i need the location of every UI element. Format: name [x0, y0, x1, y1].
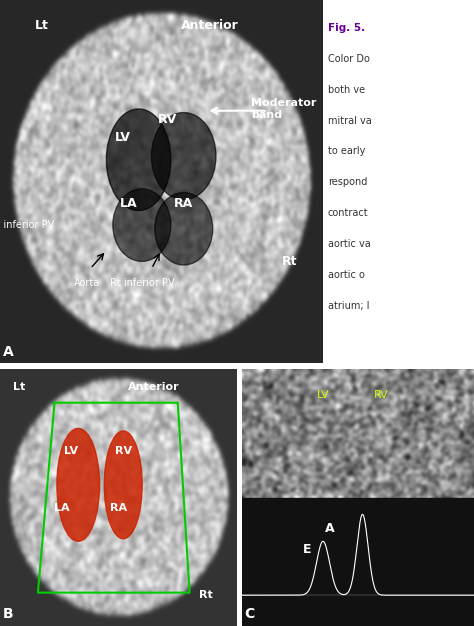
Text: RA: RA	[110, 503, 127, 513]
Ellipse shape	[113, 189, 171, 262]
Text: both ve: both ve	[328, 85, 365, 95]
Text: RV: RV	[374, 390, 389, 400]
Text: Fig. 5.: Fig. 5.	[328, 23, 365, 33]
Ellipse shape	[106, 109, 171, 210]
Text: LA: LA	[54, 503, 69, 513]
Text: B: B	[2, 607, 13, 621]
Text: Rt inferior PV: Rt inferior PV	[109, 278, 174, 288]
Text: Color Do: Color Do	[328, 54, 370, 64]
Ellipse shape	[155, 192, 213, 265]
Text: RA: RA	[174, 197, 193, 210]
Ellipse shape	[57, 428, 100, 541]
Text: LV: LV	[317, 390, 329, 400]
Text: Moderator
band: Moderator band	[251, 98, 316, 120]
Text: Lt: Lt	[35, 19, 49, 32]
Text: A: A	[325, 522, 335, 535]
Text: A: A	[3, 346, 14, 359]
Text: aortic o: aortic o	[328, 270, 365, 280]
Text: Aorta: Aorta	[74, 278, 100, 288]
Bar	[242, 498, 474, 626]
Text: LV: LV	[115, 131, 130, 145]
Text: E: E	[302, 543, 311, 555]
Text: Rt: Rt	[199, 590, 213, 600]
Text: atrium; l: atrium; l	[328, 300, 369, 310]
Ellipse shape	[152, 113, 216, 200]
Text: LV: LV	[64, 446, 78, 456]
Text: Anterior: Anterior	[181, 19, 238, 32]
Text: LA: LA	[120, 197, 138, 210]
Text: Anterior: Anterior	[128, 382, 180, 393]
Text: RV: RV	[115, 446, 132, 456]
Text: mitral va: mitral va	[328, 116, 372, 126]
Text: aortic va: aortic va	[328, 239, 370, 249]
Text: Lt: Lt	[13, 382, 25, 393]
Text: contract: contract	[328, 208, 368, 218]
Text: respond: respond	[328, 177, 367, 187]
Text: C: C	[244, 607, 255, 621]
Text: Lt inferior PV: Lt inferior PV	[0, 220, 54, 230]
Text: Rt: Rt	[283, 255, 298, 268]
Ellipse shape	[104, 431, 142, 539]
Text: to early: to early	[328, 146, 365, 156]
Text: RV: RV	[158, 113, 177, 126]
